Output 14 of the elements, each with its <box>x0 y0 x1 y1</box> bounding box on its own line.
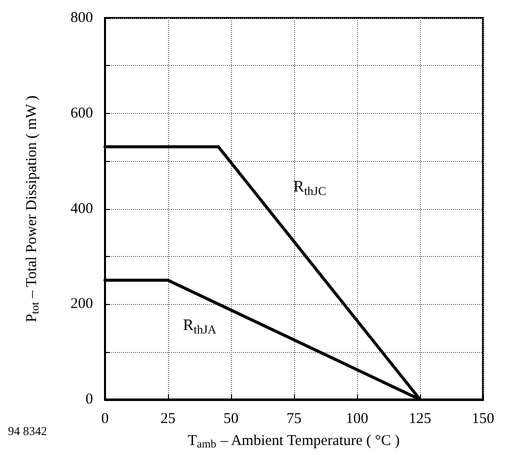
y-tick-label: 800 <box>70 10 93 26</box>
x-tick-label: 50 <box>224 411 238 427</box>
x-tick-label: 125 <box>408 411 432 427</box>
text: 94 8342 <box>8 424 47 438</box>
x-tick-label: 150 <box>472 411 494 427</box>
x-tick-label: 25 <box>160 411 176 427</box>
x-tick-label: 75 <box>286 411 302 427</box>
x-tick-label: 0 <box>101 411 109 427</box>
y-tick-label: 0 <box>86 392 93 408</box>
y-tick-label: 200 <box>70 296 93 312</box>
y-axis-title: Ptot – Total Power Dissipation ( mW ) <box>24 95 42 322</box>
x-tick-label: 100 <box>346 411 368 427</box>
y-tick-label: 400 <box>70 200 93 217</box>
y-tick-label: 600 <box>70 105 93 122</box>
